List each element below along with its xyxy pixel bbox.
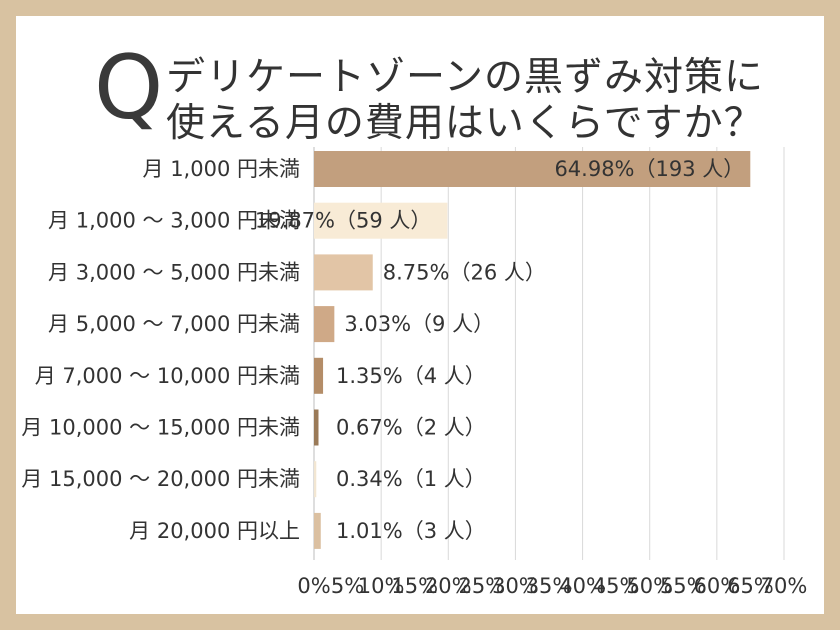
data-label: 64.98%（193 人）	[554, 157, 744, 181]
category-label: 月 5,000 ～ 7,000 円未満	[48, 312, 300, 336]
data-label: 19.87%（59 人）	[255, 209, 431, 233]
category-label: 月 1,000 ～ 3,000 円未満	[48, 209, 300, 233]
question-mark: Q	[94, 36, 164, 139]
x-tick-label: 35%	[526, 574, 573, 598]
category-label: 月 3,000 ～ 5,000 円未満	[48, 260, 300, 284]
x-tick-label: 60%	[694, 574, 741, 598]
chart-title-line-1: デリケートゾーンの黒ずみ対策に	[166, 55, 765, 100]
bar	[314, 151, 751, 187]
x-tick-label: 25%	[459, 574, 506, 598]
x-tick-label: 30%	[492, 574, 539, 598]
x-tick-label: 10%	[358, 574, 405, 598]
bar	[314, 306, 335, 343]
x-tick-label: 5%	[331, 574, 364, 598]
x-tick-label: 15%	[391, 574, 438, 598]
data-label: 1.35%（4 人）	[336, 364, 486, 388]
data-label: 3.03%（9 人）	[344, 312, 494, 336]
bar	[314, 461, 317, 498]
x-tick-label: 0%	[297, 574, 330, 598]
x-tick-label: 70%	[761, 574, 808, 598]
bar	[314, 512, 321, 549]
x-tick-label: 40%	[559, 574, 606, 598]
x-tick-label: 20%	[425, 574, 472, 598]
bar	[314, 202, 448, 239]
x-tick-label: 55%	[660, 574, 707, 598]
bar	[314, 357, 324, 394]
data-label: 0.34%（1 人）	[336, 467, 486, 491]
category-label: 月 7,000 ～ 10,000 円未満	[35, 364, 300, 388]
x-tick-label: 65%	[727, 574, 774, 598]
x-tick-label: 45%	[593, 574, 640, 598]
data-label: 8.75%（26 人）	[383, 260, 546, 284]
chart-title-line-2: 使える月の費用はいくらですか？	[166, 101, 764, 146]
category-label: 月 1,000 円未満	[143, 157, 300, 181]
bar	[314, 409, 319, 446]
category-label: 月 15,000 ～ 20,000 円未満	[21, 467, 300, 491]
category-label: 月 10,000 ～ 15,000 円未満	[21, 416, 300, 440]
data-label: 1.01%（3 人）	[336, 519, 486, 543]
category-label: 月 20,000 円以上	[129, 519, 300, 543]
x-tick-label: 50%	[626, 574, 673, 598]
bar	[314, 254, 373, 291]
data-label: 0.67%（2 人）	[336, 416, 486, 440]
